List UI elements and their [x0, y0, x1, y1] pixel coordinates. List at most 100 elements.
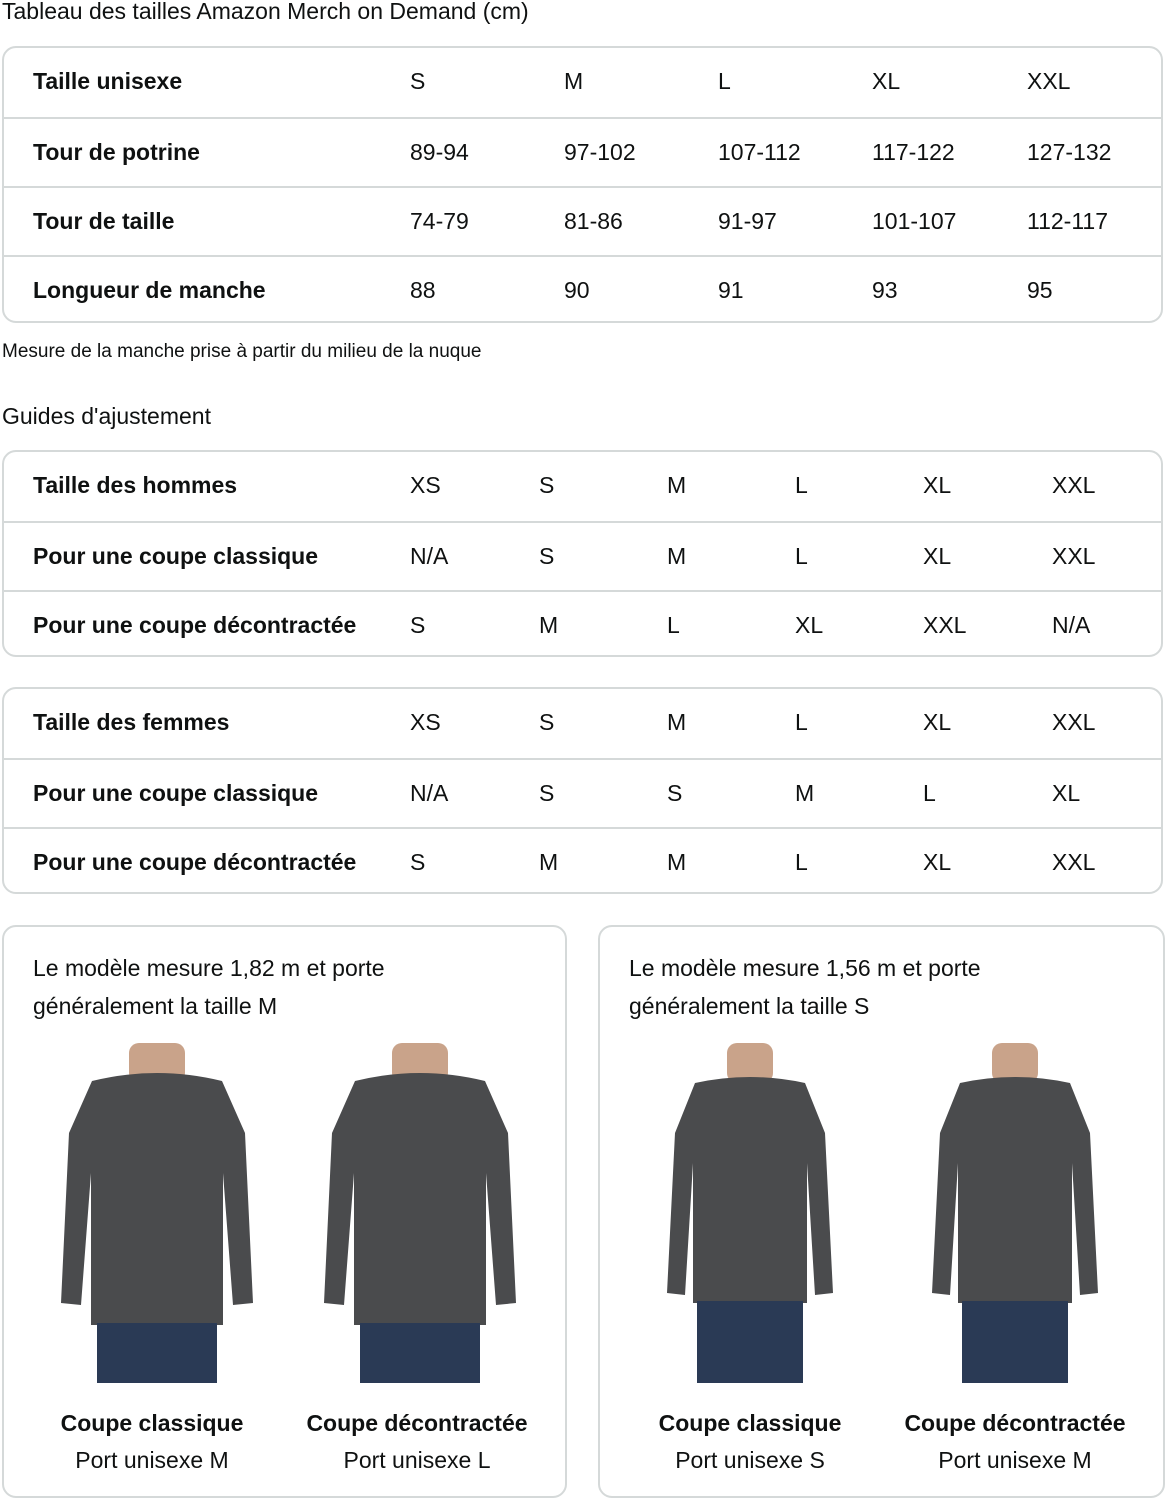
table-cell: N/A [1052, 612, 1091, 638]
table-cell: S [539, 709, 555, 735]
table-cell: 89-94 [410, 139, 469, 165]
women-model-card: Le modèle mesure 1,56 m et porte général… [598, 925, 1165, 1498]
model-photo [930, 1043, 1100, 1388]
women-fit-table: Taille des femmes XS S M L XL XXL Pour une coup… [2, 687, 1163, 894]
table-cell: XL [923, 472, 952, 498]
row-label: Taille des hommes [33, 472, 238, 498]
table-cell: M [667, 849, 687, 875]
table-cell: L [795, 472, 808, 498]
table-cell: XXL [1052, 849, 1096, 875]
table-cell: 91-97 [718, 208, 777, 234]
table-row: Pour une coupe décontractée S M M L XL XXL [4, 827, 1161, 892]
model-photo [320, 1043, 520, 1388]
fit-guide-title: Guides d'ajustement [2, 403, 211, 429]
table-cell: 90 [564, 277, 590, 303]
table-cell: N/A [410, 543, 449, 569]
table-cell: S [667, 780, 683, 806]
table-cell: 97-102 [564, 139, 636, 165]
table-cell: 91 [718, 277, 744, 303]
row-label: Tour de potrine [33, 139, 200, 165]
table-row: Taille unisexe S M L XL XXL [4, 48, 1161, 117]
table-cell: XS [410, 472, 441, 498]
table-cell: S [539, 472, 555, 498]
table-cell: S [539, 780, 555, 806]
fit-name: Coupe décontractée [904, 1410, 1126, 1436]
model-caption: Coupe classique Port unisexe M [17, 1405, 287, 1479]
unisex-size-table: Taille unisexe S M L XL XXL Tour de potrine 89-… [2, 46, 1163, 323]
table-row: Taille des hommes XS S M L XL XXL [4, 452, 1161, 521]
table-row: Longueur de manche 88 90 91 93 95 [4, 255, 1161, 321]
row-label: Taille unisexe [33, 68, 183, 94]
size-chart-title: Tableau des tailles Amazon Merch on Dema… [2, 0, 529, 24]
table-row: Pour une coupe classique N/A S S M L XL [4, 758, 1161, 827]
table-cell: 88 [410, 277, 436, 303]
table-cell: 112-117 [1027, 208, 1108, 234]
row-label: Tour de taille [33, 208, 175, 234]
table-cell: L [795, 543, 808, 569]
table-cell: XXL [1052, 472, 1096, 498]
table-cell: 93 [872, 277, 898, 303]
table-cell: M [564, 68, 584, 94]
model-caption: Coupe décontractée Port unisexe L [282, 1405, 552, 1479]
table-cell: L [718, 68, 731, 94]
table-cell: L [795, 709, 808, 735]
table-cell: M [539, 849, 559, 875]
table-cell: XXL [1027, 68, 1071, 94]
table-cell: XL [923, 849, 952, 875]
table-cell: 107-112 [718, 139, 801, 165]
table-cell: XXL [1052, 709, 1096, 735]
worn-size: Port unisexe S [675, 1447, 825, 1473]
table-cell: 95 [1027, 277, 1053, 303]
table-cell: XL [872, 68, 901, 94]
table-cell: M [539, 612, 559, 638]
table-cell: L [795, 849, 808, 875]
model-description: Le modèle mesure 1,82 m et porte général… [33, 955, 385, 1019]
table-cell: XS [410, 709, 441, 735]
worn-size: Port unisexe L [343, 1447, 491, 1473]
table-cell: M [795, 780, 815, 806]
row-label: Pour une coupe classique [33, 543, 319, 569]
table-cell: XL [1052, 780, 1081, 806]
table-row: Pour une coupe décontractée S M L XL XXL N/A [4, 590, 1161, 655]
model-photo [665, 1043, 835, 1388]
fit-name: Coupe classique [658, 1410, 842, 1436]
table-cell: M [667, 543, 687, 569]
model-caption: Coupe classique Port unisexe S [615, 1405, 885, 1479]
table-row: Tour de taille 74-79 81-86 91-97 101-107 112-… [4, 186, 1161, 255]
table-cell: S [410, 68, 426, 94]
sleeve-note: Mesure de la manche prise à partir du mi… [2, 341, 482, 362]
row-label: Pour une coupe classique [33, 780, 319, 806]
table-cell: XXL [923, 612, 967, 638]
table-cell: S [410, 849, 426, 875]
table-cell: L [667, 612, 680, 638]
fit-name: Coupe décontractée [306, 1410, 528, 1436]
table-cell: 127-132 [1027, 139, 1112, 165]
model-description: Le modèle mesure 1,56 m et porte général… [629, 955, 981, 1019]
table-cell: S [410, 612, 426, 638]
table-cell: 74-79 [410, 208, 469, 234]
row-label: Longueur de manche [33, 277, 266, 303]
table-cell: N/A [410, 780, 449, 806]
worn-size: Port unisexe M [75, 1447, 229, 1473]
table-row: Pour une coupe classique N/A S M L XL XXL [4, 521, 1161, 590]
table-row: Tour de potrine 89-94 97-102 107-112 117-122… [4, 117, 1161, 186]
fit-name: Coupe classique [60, 1410, 244, 1436]
table-cell: L [923, 780, 936, 806]
model-photo [57, 1043, 257, 1388]
table-cell: XL [923, 709, 952, 735]
table-cell: 101-107 [872, 208, 957, 234]
table-cell: 81-86 [564, 208, 623, 234]
row-label: Taille des femmes [33, 709, 230, 735]
table-cell: XXL [1052, 543, 1096, 569]
row-label: Pour une coupe décontractée [33, 849, 357, 875]
table-cell: XL [923, 543, 952, 569]
table-cell: M [667, 709, 687, 735]
model-caption: Coupe décontractée Port unisexe M [880, 1405, 1150, 1479]
table-cell: M [667, 472, 687, 498]
table-row: Taille des femmes XS S M L XL XXL [4, 689, 1161, 758]
worn-size: Port unisexe M [938, 1447, 1092, 1473]
row-label: Pour une coupe décontractée [33, 612, 357, 638]
table-cell: S [539, 543, 555, 569]
men-model-card: Le modèle mesure 1,82 m et porte général… [2, 925, 567, 1498]
table-cell: 117-122 [872, 139, 955, 165]
